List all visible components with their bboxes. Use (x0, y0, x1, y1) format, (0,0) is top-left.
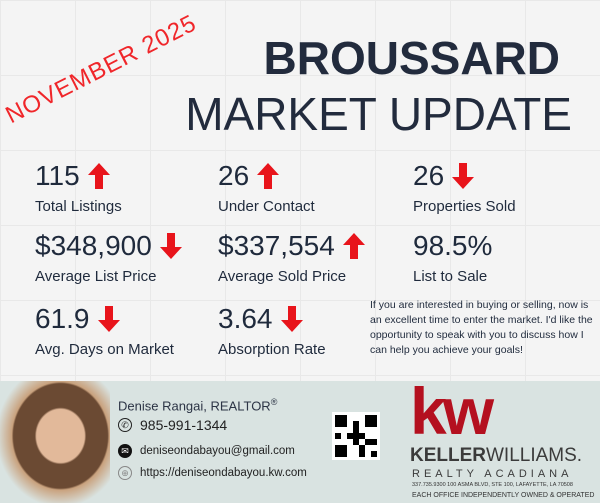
stat-label: Total Listings (35, 198, 122, 215)
office-address: 337.735.9300 100 ASMA BLVD, STE 100, LAF… (412, 482, 573, 488)
website-link[interactable]: https://deniseondabayou.kw.com (140, 467, 307, 479)
stat-number: 115 (35, 160, 80, 191)
phone-number[interactable]: 985-991-1344 (140, 417, 228, 433)
arrow-up-icon (87, 163, 110, 189)
arrow-down-icon (97, 306, 120, 332)
stat-value: 61.9 (35, 303, 120, 335)
qr-code[interactable] (332, 412, 380, 460)
brokerage-name-bold: KELLER (410, 445, 486, 466)
email-icon: ✉ (118, 444, 132, 458)
stat-label: Avg. Days on Market (35, 341, 174, 358)
globe-icon: ⊕ (118, 466, 132, 480)
stat-value: 115 (35, 160, 110, 192)
phone-row: ✆ 985-991-1344 (118, 417, 227, 433)
arrow-down-icon (280, 306, 303, 332)
message-text: If you are interested in buying or selli… (370, 299, 593, 356)
title-city: BROUSSARD (263, 32, 560, 84)
stat-label: Absorption Rate (218, 341, 326, 358)
stat-value: $348,900 (35, 230, 182, 262)
arrow-up-icon (257, 163, 280, 189)
stat-number: 98.5% (413, 230, 493, 261)
stat-number: 26 (413, 160, 445, 191)
website-row: ⊕ https://deniseondabayou.kw.com (118, 465, 307, 481)
stat-value: 26 (218, 160, 280, 192)
brokerage-name: KELLERWILLIAMS. (410, 446, 582, 466)
kw-logo: kw (410, 374, 494, 448)
stat-number: 61.9 (35, 303, 90, 334)
email-link[interactable]: deniseondabayou@gmail.com (140, 445, 295, 457)
stat-label: Under Contact (218, 198, 315, 215)
stat-number: 3.64 (218, 303, 273, 334)
stat-value: 26 (413, 160, 475, 192)
stat-label: Average Sold Price (218, 268, 347, 285)
office-name: REALTY ACADIANA (412, 468, 573, 480)
stat-value: 3.64 (218, 303, 303, 335)
title-market-update: MARKET UPDATE (185, 88, 572, 140)
stat-label: Average List Price (35, 268, 157, 285)
phone-icon: ✆ (118, 418, 132, 432)
stat-number: 26 (218, 160, 250, 191)
arrow-up-icon (342, 233, 365, 259)
stat-number: $348,900 (35, 230, 152, 261)
agent-photo (0, 381, 110, 503)
stat-value: $337,554 (218, 230, 365, 262)
stat-label: Properties Sold (413, 198, 516, 215)
email-row: ✉ deniseondabayou@gmail.com (118, 443, 295, 459)
arrow-down-icon (159, 233, 182, 259)
stat-number: $337,554 (218, 230, 335, 261)
arrow-down-icon (452, 163, 475, 189)
stat-value: 98.5% (413, 230, 492, 262)
office-disclaimer: EACH OFFICE INDEPENDENTLY OWNED & OPERAT… (412, 492, 595, 499)
brokerage-name-light: WILLIAMS. (486, 445, 583, 466)
agent-name-text: Denise Rangai, REALTOR (118, 398, 271, 414)
stat-label: List to Sale (413, 268, 488, 285)
agent-name: Denise Rangai, REALTOR® (118, 394, 277, 414)
registered-mark: ® (270, 397, 278, 407)
